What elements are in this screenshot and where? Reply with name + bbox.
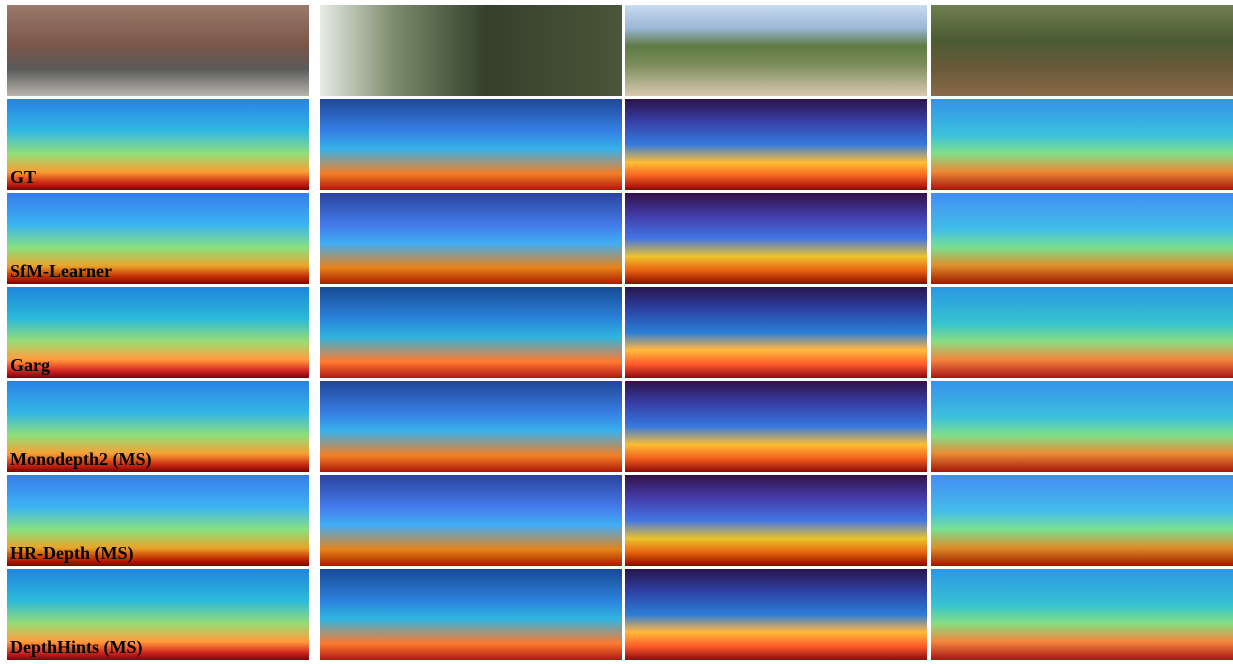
depth-map [625, 569, 927, 660]
depth-map [931, 99, 1233, 190]
depth-map [320, 99, 622, 190]
rgb-image [625, 5, 927, 96]
depth-map [320, 569, 622, 660]
row-label: DepthHints (MS) [10, 637, 143, 657]
depth-map [931, 193, 1233, 284]
depth-map [625, 193, 927, 284]
rgb-image [931, 5, 1233, 96]
row-label: GT [10, 167, 37, 187]
row-label: SfM-Learner [10, 261, 112, 281]
depth-map [625, 99, 927, 190]
depth-map [625, 287, 927, 378]
row-label: Garg [10, 355, 50, 375]
row-label: HR-Depth (MS) [10, 543, 134, 563]
depth-map [320, 193, 622, 284]
rgb-image [7, 5, 309, 96]
depth-map [931, 475, 1233, 566]
depth-map [931, 381, 1233, 472]
depth-map [320, 475, 622, 566]
depth-map [7, 381, 309, 472]
depth-map [625, 475, 927, 566]
depth-map [7, 475, 309, 566]
depth-map [7, 287, 309, 378]
rgb-image [320, 5, 622, 96]
depth-map [931, 287, 1233, 378]
depth-map [320, 287, 622, 378]
depth-map [7, 99, 309, 190]
depth-map [931, 569, 1233, 660]
row-label: Monodepth2 (MS) [10, 449, 152, 469]
depth-map [7, 193, 309, 284]
depth-map [320, 381, 622, 472]
depth-map [7, 569, 309, 660]
depth-map [625, 381, 927, 472]
